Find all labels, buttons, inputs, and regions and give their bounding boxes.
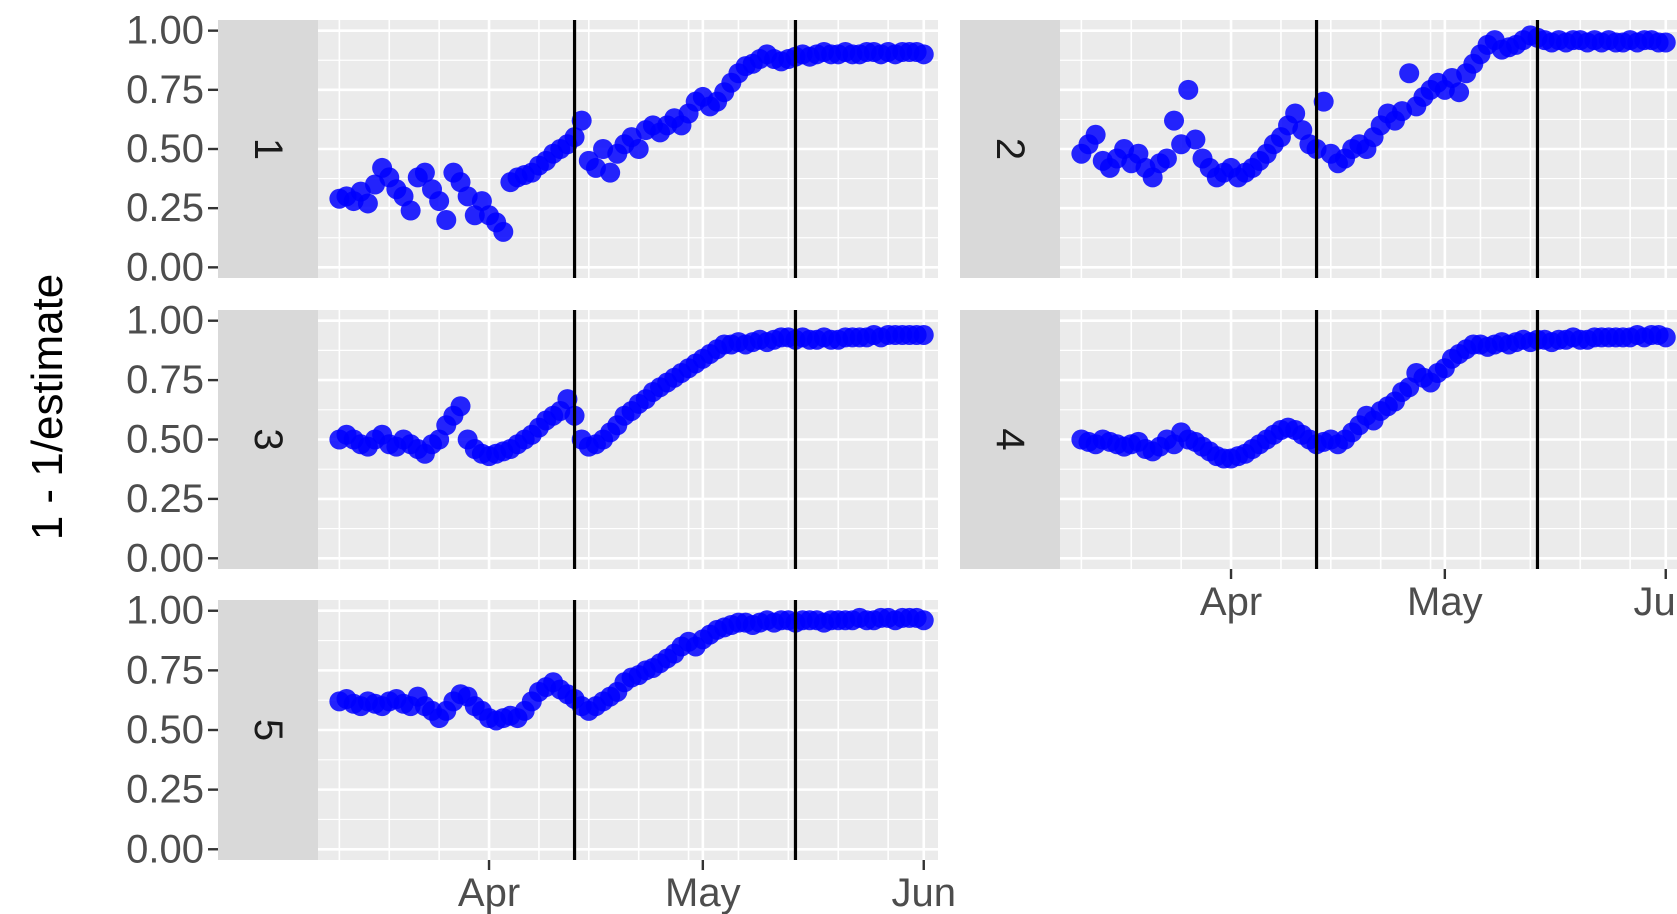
facet-panel-4: 4 Apr May Jun: [960, 310, 1677, 624]
x-tick-label: May: [665, 871, 741, 914]
x-tick-label: May: [1407, 580, 1483, 624]
data-points: [1071, 25, 1676, 188]
data-point: [429, 191, 450, 212]
data-point: [628, 139, 649, 159]
x-tick-label: Jun: [1633, 580, 1677, 624]
data-point: [1085, 124, 1106, 145]
y-tick-label: 0.50: [126, 418, 204, 462]
facet-panel-1: 1 0.00 0.25 0.50 0.75 1.00: [126, 9, 938, 289]
data-point: [1185, 129, 1206, 150]
y-tick-label: 0.25: [126, 477, 204, 521]
y-tick-label: 1.00: [126, 589, 204, 633]
y-tick-label: 0.75: [126, 358, 204, 402]
data-points: [329, 41, 934, 242]
data-point: [400, 200, 421, 221]
data-point: [1399, 63, 1420, 84]
data-points: [329, 607, 934, 731]
facet-panel-2: 2: [960, 20, 1677, 278]
y-tick-label: 0.00: [126, 245, 204, 289]
data-point: [1156, 148, 1177, 169]
y-tick-label: 0.75: [126, 648, 204, 692]
facet-strip-label: 3: [246, 428, 290, 450]
data-point: [571, 110, 592, 131]
facet-panel-3: 3 0.00 0.25 0.50 0.75 1.00: [126, 299, 938, 580]
data-point: [1449, 82, 1470, 103]
data-point: [913, 610, 934, 631]
data-point: [557, 389, 578, 410]
data-point: [414, 162, 435, 183]
data-point: [1655, 327, 1676, 348]
y-tick-label: 0.25: [126, 768, 204, 812]
data-point: [600, 162, 621, 183]
x-tick-label: Jun: [891, 871, 956, 914]
y-tick-label: 0.25: [126, 186, 204, 230]
facet-strip: [218, 20, 318, 278]
data-point: [450, 396, 471, 417]
facet-strip: [960, 20, 1060, 278]
x-tick-label: Apr: [458, 871, 520, 914]
data-point: [1313, 91, 1334, 112]
y-axis-title: 1 - 1/estimate: [23, 274, 72, 541]
facet-strip-label: 5: [246, 719, 290, 741]
facet-strip: [218, 310, 318, 569]
facet-strip-label: 2: [988, 138, 1032, 160]
y-tick-label: 0.50: [126, 127, 204, 171]
data-point: [913, 44, 934, 65]
x-tick-label: Apr: [1200, 580, 1262, 624]
facet-strip-label: 1: [246, 138, 290, 160]
data-point: [436, 210, 457, 231]
data-points: [329, 324, 934, 467]
data-points: [1071, 324, 1676, 469]
facet-panel-5: 5 0.00 0.25 0.50 0.75 1.00 Apr May Jun: [126, 589, 956, 914]
data-point: [1285, 103, 1306, 124]
data-point: [1655, 32, 1676, 53]
facet-strip: [960, 310, 1060, 569]
y-tick-label: 1.00: [126, 9, 204, 53]
data-point: [1178, 79, 1199, 100]
data-point: [1164, 110, 1185, 131]
y-tick-label: 0.75: [126, 68, 204, 112]
facet-panels: 10.000.250.500.751.00230.000.250.500.751…: [126, 9, 1677, 914]
facet-strip-label: 4: [988, 428, 1032, 450]
y-tick-label: 0.00: [126, 827, 204, 871]
y-tick-label: 0.50: [126, 708, 204, 752]
data-point: [913, 324, 934, 345]
y-tick-label: 1.00: [126, 299, 204, 343]
data-point: [493, 221, 514, 242]
facet-strip: [218, 600, 318, 860]
y-tick-label: 0.00: [126, 536, 204, 580]
data-point: [357, 193, 378, 214]
